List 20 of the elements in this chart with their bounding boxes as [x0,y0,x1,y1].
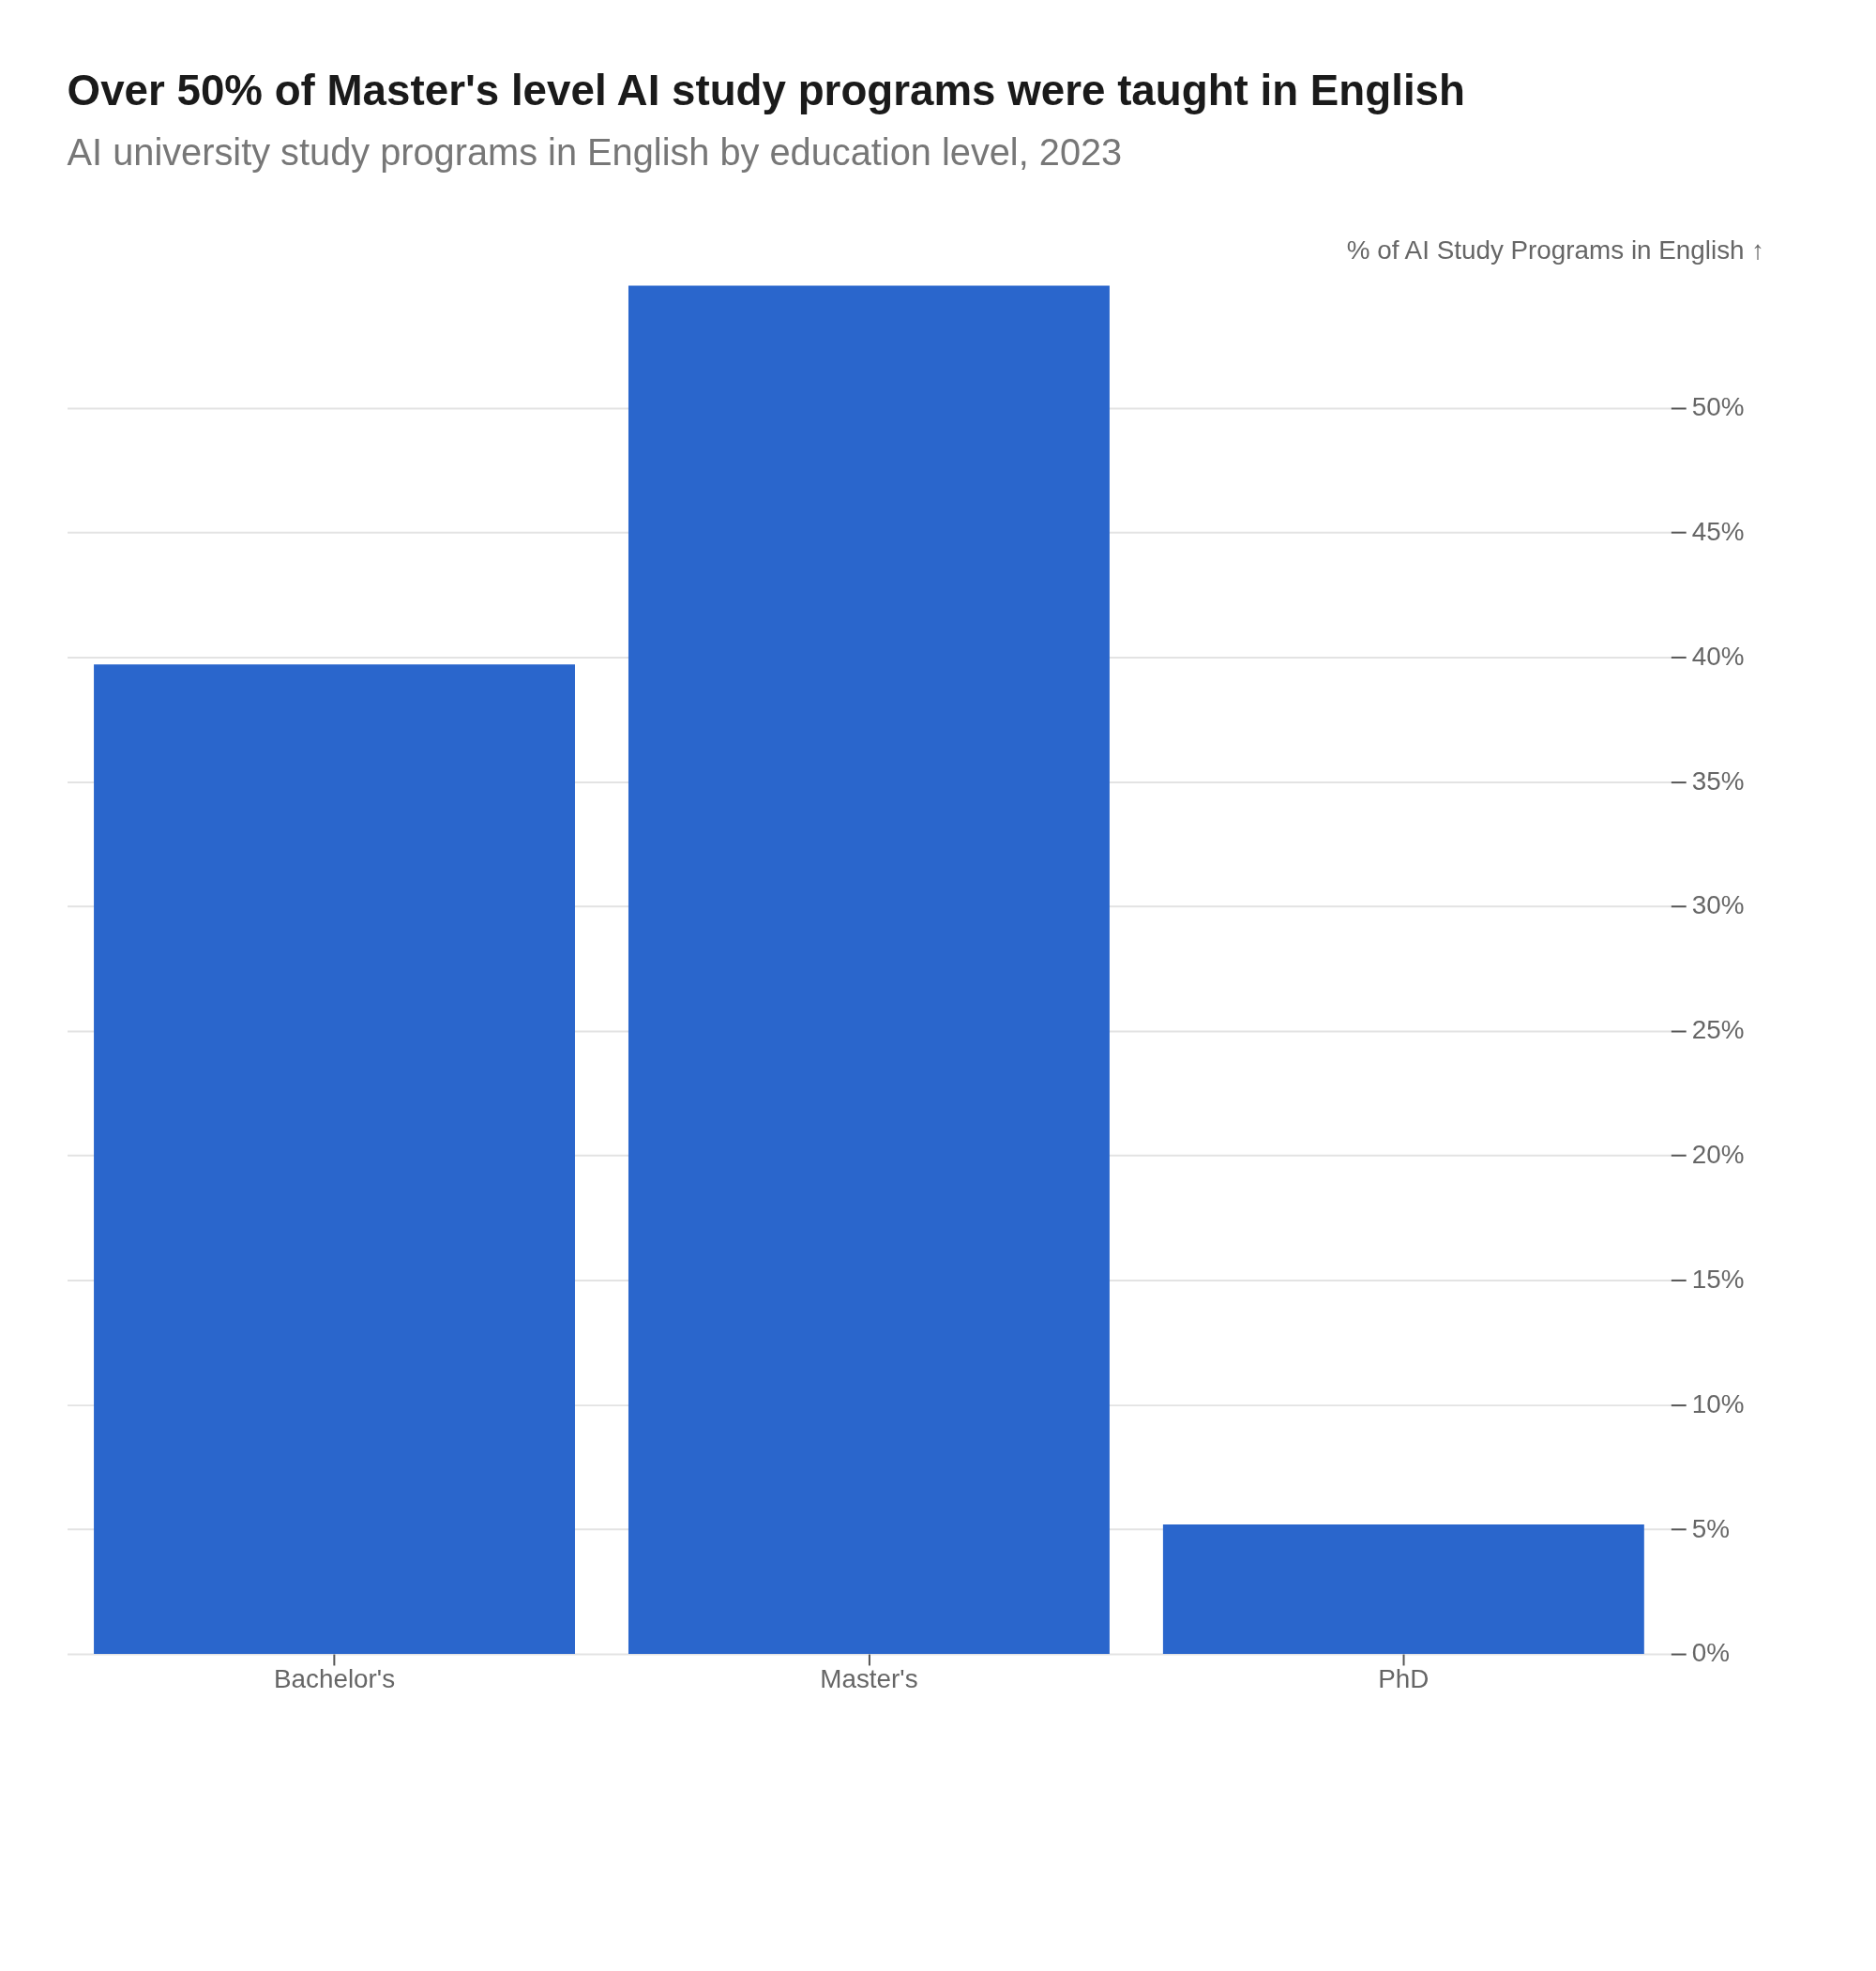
y-tick-label: 15% [1691,1264,1745,1294]
x-tick-label: Master's [820,1664,918,1694]
y-tick-label: 0% [1691,1638,1730,1668]
y-tick-label: 25% [1691,1015,1745,1045]
y-tick-label: 45% [1691,516,1745,546]
y-tick-label: 10% [1691,1388,1745,1418]
y-tick-label: 40% [1691,641,1745,671]
bar [628,285,1110,1655]
chart-title: Over 50% of Master's level AI study programs were taught in English [67,66,1465,114]
y-tick-label: 35% [1691,766,1745,796]
x-tick-label: Bachelor's [274,1664,396,1694]
y-tick-label: 50% [1691,392,1745,422]
y-tick-label: 20% [1691,1140,1745,1170]
bar [94,664,575,1655]
chart-subtitle: AI university study programs in English by education level, 2023 [67,130,1123,173]
y-tick-label: 5% [1691,1513,1730,1543]
y-axis-title: % of AI Study Programs in English ↑ [1346,235,1765,265]
x-tick-label: PhD [1378,1664,1430,1694]
y-tick-label: 30% [1691,890,1745,920]
bar [1162,1524,1644,1655]
